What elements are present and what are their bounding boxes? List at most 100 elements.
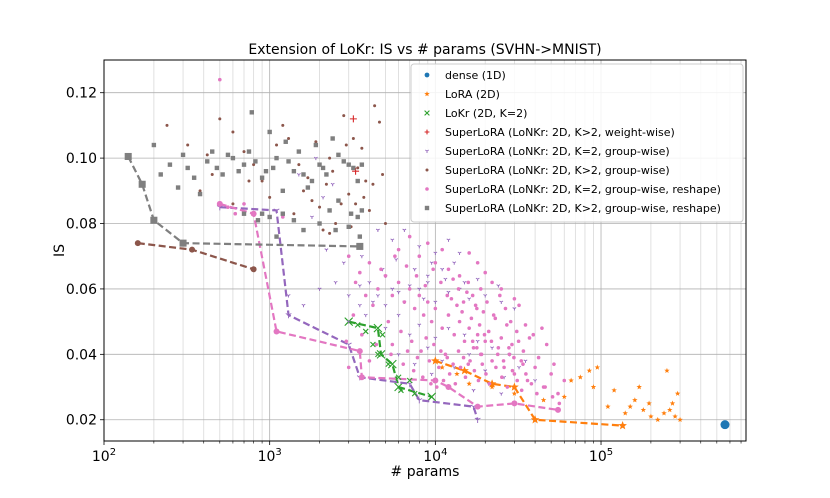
data-point-series-4 [440,267,445,272]
data-point-series-6 [346,254,351,259]
data-point-series-6 [429,381,433,386]
data-point-series-1 [661,410,667,416]
data-point-series-5 [260,179,264,183]
data-point-series-7 [346,162,351,167]
data-point-series-7 [324,172,329,177]
data-point-series-4 [490,346,495,350]
data-point-series-6 [472,368,477,373]
data-point-series-6 [456,287,461,291]
data-point-series-6 [461,355,466,360]
data-point-series-1 [674,390,681,396]
data-point-series-6 [458,365,463,370]
data-point-series-7 [167,162,173,167]
legend-marker-1 [424,91,430,97]
frontier-point-series-7 [356,242,364,250]
data-point-series-7 [274,155,279,161]
data-point-series-1 [669,400,676,406]
data-point-series-6 [486,329,491,334]
data-point-series-6 [499,336,504,340]
data-point-series-7 [357,234,363,239]
data-point-series-6 [455,303,459,308]
data-point-series-5 [231,202,235,206]
data-point-series-6 [386,319,391,324]
data-point-series-6 [471,345,476,350]
data-point-series-6 [390,293,395,298]
data-point-series-4 [457,251,462,255]
data-point-series-4 [363,313,368,318]
data-point-series-4 [324,248,329,252]
x-tick-label: 104 [423,447,447,465]
data-point-series-5 [306,176,310,180]
data-point-series-6 [233,211,238,216]
data-point-series-4 [402,228,407,233]
data-point-series-6 [351,313,356,317]
data-point-series-6 [484,372,488,376]
y-tick-label: 0.06 [66,282,97,298]
data-point-series-3 [352,167,360,175]
data-point-series-7 [259,175,265,180]
data-point-series-6 [515,378,520,383]
data-point-series-5 [281,123,285,127]
data-point-series-7 [274,234,279,239]
data-point-series-5 [292,212,296,216]
data-point-series-6 [496,345,501,350]
chart-title: Extension of LoKr: IS vs # params (SVHN-… [248,42,601,58]
data-point-series-6 [457,274,462,278]
data-point-series-6 [363,293,368,298]
data-point-series-5 [275,143,279,147]
data-point-series-4 [417,323,422,327]
legend-marker-7 [424,205,430,211]
data-point-series-6 [540,326,544,330]
data-point-series-6 [478,352,483,357]
data-point-series-6 [374,342,379,347]
data-point-series-5 [339,202,343,206]
data-point-series-5 [342,114,346,118]
data-point-series-4 [499,300,504,305]
axis-ticks: 102 103 104 105 0.02 0.04 0.06 0.08 0.10 0.12 [66,86,742,465]
data-point-series-4 [383,326,388,331]
data-point-series-5 [268,195,272,199]
frontier-point-series-6 [216,200,223,207]
frontier-point-series-6 [356,348,363,355]
data-point-series-4 [321,195,326,200]
data-point-series-6 [512,296,517,301]
data-point-series-4 [499,392,504,396]
data-point-series-6 [481,310,486,314]
data-point-series-4 [462,333,467,337]
data-point-series-6 [533,365,537,370]
data-point-series-6 [503,306,508,311]
data-point-series-7 [249,110,254,115]
frontier-lines [124,152,627,430]
data-point-series-6 [353,280,358,285]
data-point-series-7 [158,172,163,177]
data-point-series-4 [310,215,314,219]
data-point-series-6 [525,378,530,383]
data-point-series-6 [226,205,230,209]
data-point-series-6 [482,332,487,337]
legend-label-5: SuperLoRA (LoNKr: 2D, K>2, group-wise) [445,164,670,177]
data-point-series-7 [241,162,247,167]
data-point-series-6 [470,339,475,344]
y-tick-label: 0.12 [66,86,97,102]
data-point-series-7 [336,198,341,203]
data-point-series-5 [344,143,348,147]
data-point-series-6 [550,395,555,399]
data-point-series-1 [667,407,673,413]
data-point-series-6 [552,362,556,366]
data-point-series-1 [568,377,574,383]
data-point-series-6 [505,385,510,389]
data-point-series-6 [507,352,512,357]
data-point-series-7 [346,224,351,229]
data-point-series-6 [427,359,432,363]
data-point-series-7 [291,218,297,223]
data-point-series-6 [344,339,349,344]
data-point-series-4 [390,287,395,291]
data-point-series-7 [317,221,322,226]
frontier-point-series-7 [179,239,187,247]
data-point-series-4 [425,274,430,278]
data-point-series-6 [466,280,471,285]
data-point-series-6 [242,202,246,206]
data-point-series-4 [496,284,501,288]
data-point-series-1 [586,367,593,373]
data-point-series-6 [494,365,498,370]
